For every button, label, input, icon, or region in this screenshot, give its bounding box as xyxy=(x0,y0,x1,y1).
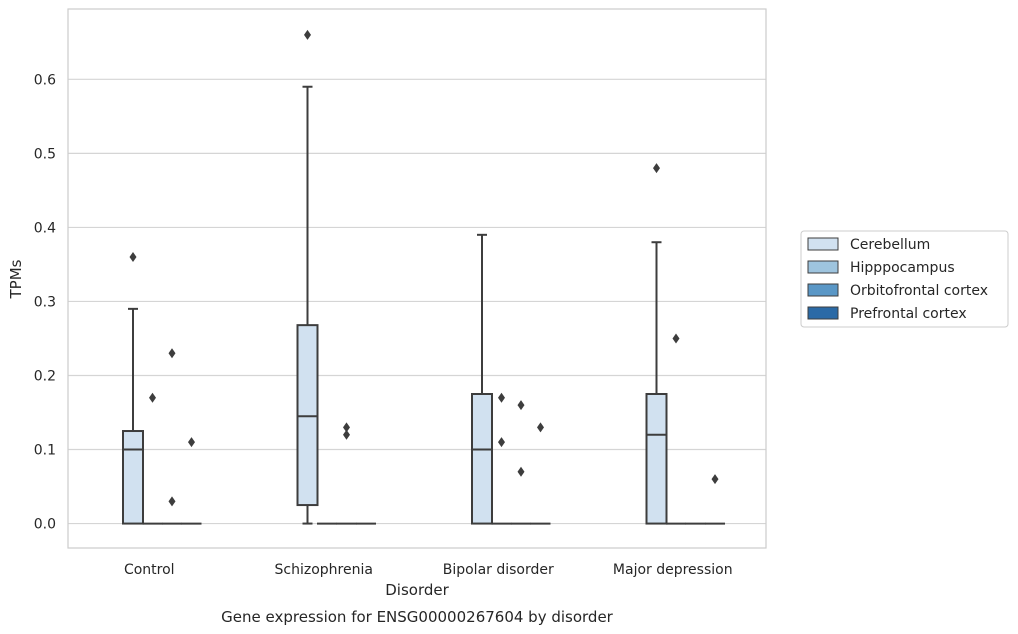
legend-frame xyxy=(800,230,1009,328)
legend-label: Orbitofrontal cortex xyxy=(850,283,988,299)
box-prefrontal-cortex xyxy=(705,474,725,525)
box-hipppocampus xyxy=(142,392,163,525)
y-gridlines xyxy=(68,78,766,525)
outlier-point xyxy=(188,437,195,448)
outlier-point xyxy=(168,348,176,359)
box-orbitofrontal-cortex xyxy=(511,400,531,525)
box-prefrontal-cortex xyxy=(530,422,551,525)
outlier-point xyxy=(517,400,525,411)
outlier-point xyxy=(149,392,156,403)
outlier-point xyxy=(343,429,350,440)
box-orbitofrontal-cortex xyxy=(336,422,357,525)
x-axis-ticks: Control Schizophrenia Bipolar disorder Majo… xyxy=(124,562,733,578)
box-body xyxy=(122,430,144,525)
y-axis-ticks: 0.0 0.1 0.2 0.3 0.4 0.5 0.6 xyxy=(34,72,56,532)
box-body xyxy=(645,393,668,525)
box-orbitofrontal-cortex xyxy=(162,348,182,525)
y-tick-label: 0.6 xyxy=(34,72,56,88)
legend-swatch xyxy=(807,283,839,297)
box-cerebellum xyxy=(122,252,144,525)
x-tick-label: Schizophrenia xyxy=(275,562,373,578)
x-tick-label: Bipolar disorder xyxy=(443,562,554,578)
y-tick-label: 0.0 xyxy=(34,517,56,533)
outlier-point xyxy=(672,333,680,344)
legend-label: Prefrontal cortex xyxy=(850,306,967,322)
box-hipppocampus xyxy=(491,392,512,525)
outlier-point xyxy=(168,496,176,507)
y-tick-label: 0.5 xyxy=(34,146,56,162)
x-axis-label: Disorder xyxy=(385,581,449,599)
outlier-point xyxy=(129,252,137,263)
outlier-point xyxy=(343,422,350,433)
box-body xyxy=(296,324,319,507)
outlier-point xyxy=(498,392,505,403)
y-tick-label: 0.1 xyxy=(34,443,56,459)
y-axis-label: TPMs xyxy=(7,259,25,299)
x-tick-label: Control xyxy=(124,562,175,578)
outlier-point xyxy=(653,163,660,174)
x-tick-label: Major depression xyxy=(613,562,733,578)
y-tick-label: 0.2 xyxy=(34,368,56,384)
box-prefrontal-cortex xyxy=(181,437,202,525)
outlier-point xyxy=(304,29,311,40)
plot-frame xyxy=(67,8,767,549)
outlier-point xyxy=(517,466,525,477)
box-cerebellum xyxy=(296,29,319,525)
y-tick-label: 0.3 xyxy=(34,294,56,310)
box-hipppocampus xyxy=(666,333,686,525)
legend-swatch xyxy=(807,237,839,251)
outlier-point xyxy=(498,437,505,448)
box-cerebellum xyxy=(471,233,493,525)
legend-label: Cerebellum xyxy=(850,237,930,253)
figure-caption: Gene expression for ENSG00000267604 by d… xyxy=(221,608,614,626)
box-cerebellum xyxy=(645,163,668,525)
box-plot-marks xyxy=(122,29,725,525)
legend: Cerebellum Hipppocampus Orbitofrontal cort… xyxy=(800,230,1009,328)
y-tick-label: 0.4 xyxy=(34,220,56,236)
legend-swatch xyxy=(807,306,839,320)
legend-swatch xyxy=(807,260,839,274)
box-body xyxy=(471,393,493,525)
outlier-point xyxy=(711,474,719,485)
legend-label: Hipppocampus xyxy=(850,260,955,276)
outlier-point xyxy=(537,422,544,433)
